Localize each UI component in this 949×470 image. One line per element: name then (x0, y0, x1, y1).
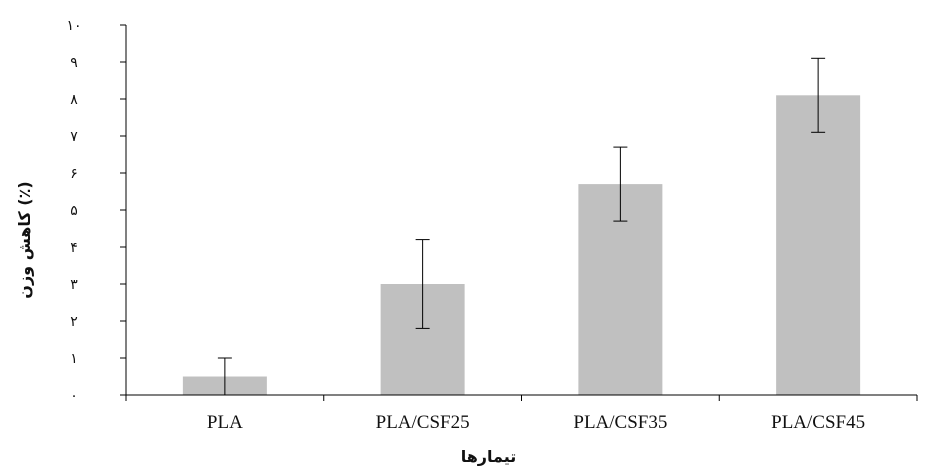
y-tick-label: ۹ (70, 55, 78, 71)
x-ticks (125, 395, 918, 401)
y-ticks: ۰ ۱ ۲ ۳ ۴ ۵ ۶ ۷ ۸ ۹ ۱۰ (66, 18, 126, 404)
x-tick-labels: PLA PLA/CSF25 PLA/CSF35 PLA/CSF45 (207, 412, 865, 433)
y-tick-label: ۶ (70, 166, 78, 182)
bars (182, 95, 861, 396)
y-tick-label: ۷ (70, 129, 78, 145)
y-tick-label: ۱ (70, 351, 78, 367)
x-axis-title: تیمارها (461, 447, 517, 466)
y-tick-label: ۳ (70, 277, 78, 293)
x-tick-label: PLA (207, 412, 243, 433)
bar (776, 95, 861, 396)
y-tick-label: ۴ (70, 240, 78, 256)
y-tick-label: ۲ (70, 314, 78, 330)
y-tick-label: ۰ (70, 388, 78, 404)
y-tick-label: ۱۰ (66, 18, 81, 34)
y-tick-label: ۵ (70, 203, 78, 219)
y-tick-label: ۸ (70, 92, 78, 108)
x-tick-label: PLA/CSF25 (376, 412, 470, 433)
x-tick-label: PLA/CSF45 (771, 412, 865, 433)
error-bars (217, 57, 826, 396)
x-tick-label: PLA/CSF35 (573, 412, 667, 433)
y-axis-title: کاهش وزن (٪) (15, 181, 34, 298)
